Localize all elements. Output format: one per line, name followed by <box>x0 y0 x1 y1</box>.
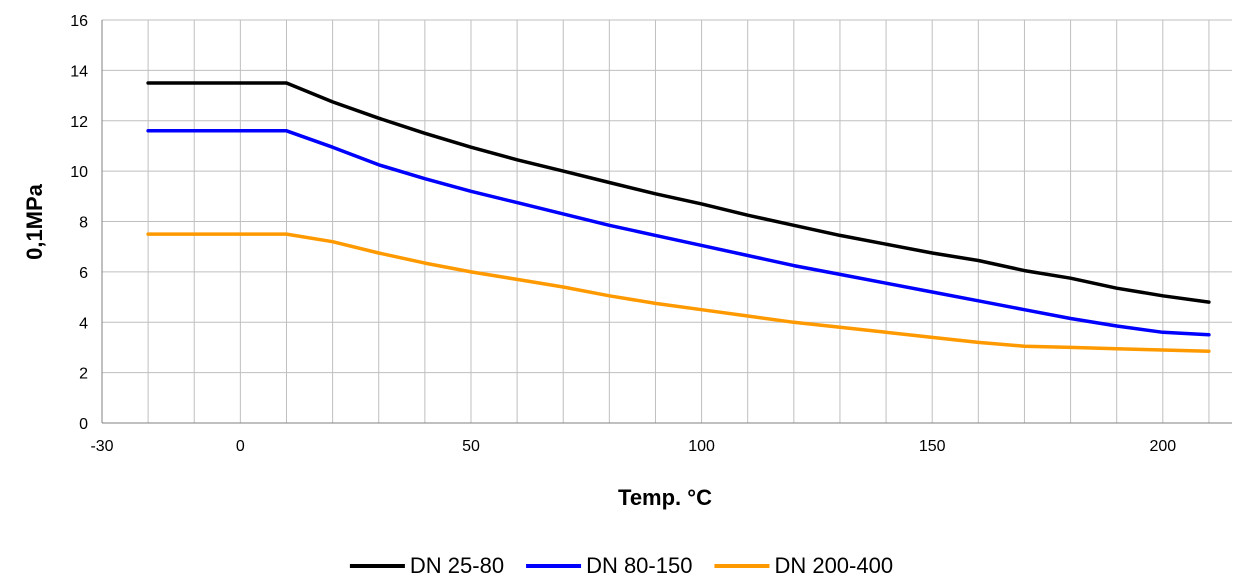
x-tick-label: -30 <box>90 438 113 455</box>
y-tick-label: 14 <box>70 63 88 80</box>
series-line-dn-25-80 <box>146 81 1211 304</box>
legend-label: DN 200-400 <box>774 553 893 578</box>
grid-lines <box>102 19 1232 423</box>
y-tick-label: 10 <box>70 164 88 181</box>
y-tick-labels: 0 2 4 6 8 10 12 14 16 <box>70 13 88 433</box>
y-tick-label: 16 <box>70 13 88 30</box>
axes <box>101 20 1232 424</box>
y-tick-label: 0 <box>79 416 88 433</box>
x-axis-title: Temp. °C <box>618 485 712 510</box>
x-tick-label: 150 <box>919 438 946 455</box>
legend-item: DN 80-150 <box>526 553 692 578</box>
legend: DN 25-80 DN 80-150 DN 200-400 <box>349 553 893 578</box>
legend-label: DN 80-150 <box>586 553 692 578</box>
legend-item: DN 200-400 <box>714 553 893 578</box>
y-tick-label: 4 <box>79 315 88 332</box>
y-tick-label: 12 <box>70 114 88 131</box>
y-tick-label: 2 <box>79 366 88 383</box>
y-axis-title: 0,1MPa <box>22 183 47 260</box>
x-tick-label: 100 <box>688 438 715 455</box>
y-tick-label: 8 <box>79 215 88 232</box>
x-tick-label: 50 <box>462 438 480 455</box>
legend-item: DN 25-80 <box>349 553 504 578</box>
x-tick-label: 200 <box>1149 438 1176 455</box>
y-tick-label: 6 <box>79 265 88 282</box>
legend-label: DN 25-80 <box>410 553 504 578</box>
series-line-dn-200-400 <box>146 232 1211 353</box>
x-tick-label: 0 <box>236 438 245 455</box>
series-lines <box>146 81 1211 353</box>
series-line-dn-80-150 <box>146 129 1211 337</box>
x-tick-labels: -30 0 50 100 150 200 <box>90 438 1176 455</box>
